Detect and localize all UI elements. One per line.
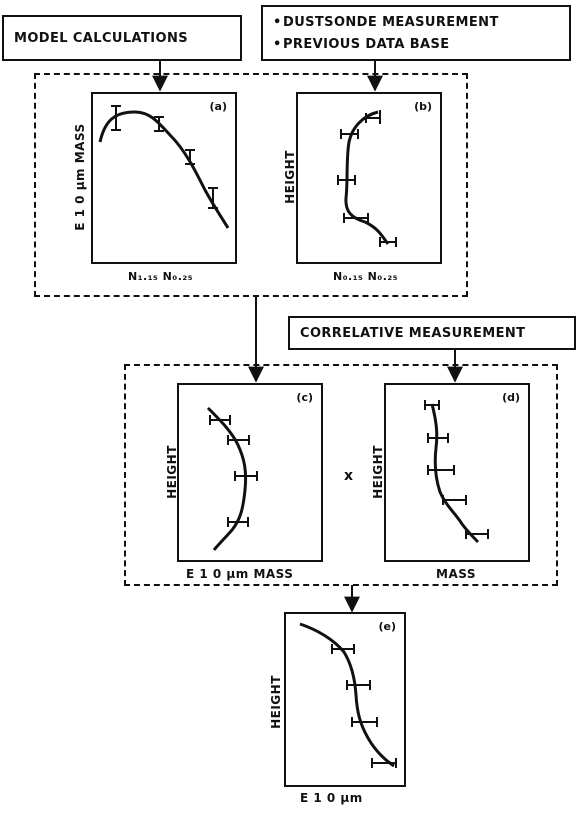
panel-e-errorbars xyxy=(331,644,397,768)
dustsonde-item-1: •DUSTSONDE MEASUREMENT xyxy=(273,15,499,30)
panel-b-ylabel: HEIGHT xyxy=(283,150,297,204)
panel-a-tag: (a) xyxy=(209,100,227,113)
panel-b-errorbars xyxy=(337,110,397,247)
panel-e-tag: (e) xyxy=(378,620,396,633)
panel-e-xlabel: E 1 0 μm xyxy=(300,791,363,805)
panel-c-curve xyxy=(206,406,248,551)
dustsonde-box: •DUSTSONDE MEASUREMENT •PREVIOUS DATA BA… xyxy=(261,5,571,61)
panel-d-errorbars xyxy=(424,400,489,539)
panel-c-ylabel: HEIGHT xyxy=(165,445,179,499)
panel-b-curve xyxy=(344,110,390,245)
panel-d-xlabel: MASS xyxy=(436,567,476,581)
panel-c: (c) xyxy=(177,383,323,562)
panel-b-tag: (b) xyxy=(414,100,432,113)
panel-a: (a) xyxy=(91,92,237,264)
correlative-measurement-box: CORRELATIVE MEASUREMENT xyxy=(288,316,576,350)
group-ab xyxy=(34,73,468,297)
panel-d: (d) xyxy=(384,383,530,562)
panel-c-xlabel: E 1 0 μm MASS xyxy=(186,567,294,581)
bullet-icon: • xyxy=(273,15,282,30)
panel-e: (e) xyxy=(284,612,406,787)
panel-a-errorbars xyxy=(111,105,218,209)
panel-b-xlabel: N₀.₁₅ N₀.₂₅ xyxy=(333,270,399,283)
panel-a-xlabel: N₁.₁₅ N₀.₂₅ xyxy=(128,270,194,283)
dustsonde-item-2: •PREVIOUS DATA BASE xyxy=(273,37,450,52)
panel-e-curve xyxy=(299,622,395,768)
panel-c-errorbars xyxy=(209,415,258,527)
group-cd xyxy=(124,364,558,586)
panel-d-curve xyxy=(430,403,480,544)
bullet-icon: • xyxy=(273,37,282,52)
panel-a-ylabel: E 1 0 μm MASS xyxy=(73,123,87,231)
correlative-measurement-label: CORRELATIVE MEASUREMENT xyxy=(300,326,526,341)
panel-b: (b) xyxy=(296,92,442,264)
model-calculations-label: MODEL CALCULATIONS xyxy=(14,31,188,46)
panel-d-tag: (d) xyxy=(502,391,520,404)
panel-e-ylabel: HEIGHT xyxy=(269,675,283,729)
model-calculations-box: MODEL CALCULATIONS xyxy=(2,15,242,61)
multiply-operator: x xyxy=(344,468,354,484)
panel-d-ylabel: HEIGHT xyxy=(371,445,385,499)
panel-c-tag: (c) xyxy=(296,391,313,404)
